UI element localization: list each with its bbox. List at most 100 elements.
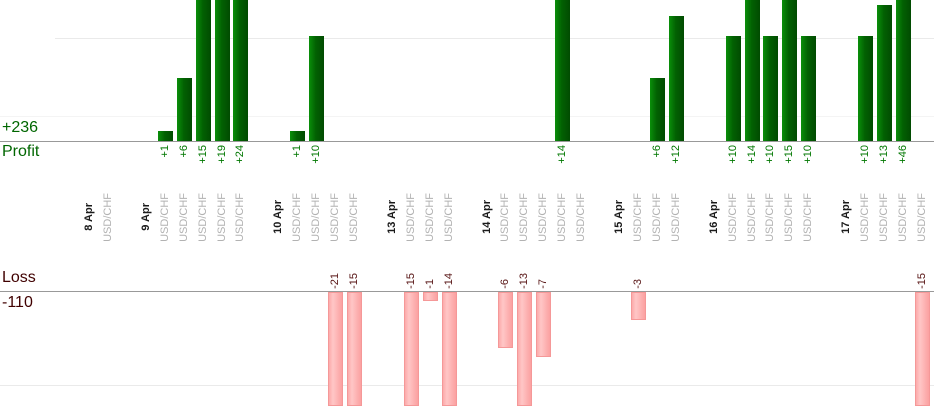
instrument-label: USD/CHF — [404, 192, 417, 242]
instrument-label-cell: USD/CHF — [629, 186, 648, 248]
profit-value-label: +46 — [896, 145, 909, 164]
profit-bar — [290, 131, 305, 141]
loss-bar — [423, 292, 438, 301]
instrument-label: USD/CHF — [915, 192, 928, 242]
instrument-label: USD/CHF — [101, 192, 114, 242]
instrument-label: USD/CHF — [158, 192, 171, 242]
profit-value-label-cell: +1 — [156, 145, 175, 193]
loss-value-label: -13 — [518, 273, 531, 289]
profit-value-label: +12 — [669, 145, 682, 164]
loss-value-label-cell: -1 — [421, 242, 440, 289]
instrument-label-cell: USD/CHF — [440, 186, 459, 248]
profit-value-label: +14 — [556, 145, 569, 164]
profit-value-label-cell: +13 — [875, 145, 894, 193]
profit-value-label: +1 — [158, 145, 171, 158]
instrument-label: USD/CHF — [764, 192, 777, 242]
instrument-label: USD/CHF — [291, 192, 304, 242]
instrument-label: USD/CHF — [802, 192, 815, 242]
profit-value-label: +10 — [859, 145, 872, 164]
loss-value-label-cell: -6 — [496, 242, 515, 289]
instrument-label-cell: USD/CHF — [99, 186, 118, 248]
instrument-label: USD/CHF — [575, 192, 588, 242]
loss-value-label-cell: -15 — [345, 242, 364, 289]
instrument-label: USD/CHF — [442, 192, 455, 242]
instrument-label: USD/CHF — [177, 192, 190, 242]
profit-value-label: +1 — [291, 145, 304, 158]
loss-bar — [536, 292, 551, 357]
instrument-label-cell: USD/CHF — [667, 186, 686, 248]
profit-value-label-cell: +19 — [213, 145, 232, 193]
loss-bar — [347, 292, 362, 406]
instrument-label: USD/CHF — [234, 192, 247, 242]
date-label: 17 Apr — [840, 200, 853, 234]
profit-value-label-cell: +10 — [856, 145, 875, 193]
instrument-label: USD/CHF — [196, 192, 209, 242]
date-label-cell: 13 Apr — [383, 186, 402, 248]
date-label: 16 Apr — [707, 200, 720, 234]
loss-bar — [517, 292, 532, 406]
instrument-label-cell: USD/CHF — [743, 186, 762, 248]
date-label-cell: 16 Apr — [705, 186, 724, 248]
instrument-label: USD/CHF — [896, 192, 909, 242]
instrument-label-cell: USD/CHF — [213, 186, 232, 248]
profit-value-label-cell: +14 — [553, 145, 572, 193]
loss-bar — [498, 292, 513, 348]
date-label: 9 Apr — [139, 203, 152, 231]
profit-value-label-cell: +6 — [648, 145, 667, 193]
profit-bar — [196, 0, 211, 141]
profit-bar — [177, 78, 192, 141]
instrument-label-cell: USD/CHF — [326, 186, 345, 248]
profit-axis-line — [0, 141, 934, 142]
profit-gridline-upper — [55, 38, 934, 39]
instrument-label: USD/CHF — [499, 192, 512, 242]
instrument-label-cell: USD/CHF — [515, 186, 534, 248]
loss-value-label: -1 — [423, 279, 436, 289]
loss-value-label-cell: -13 — [515, 242, 534, 289]
instrument-label: USD/CHF — [650, 192, 663, 242]
profit-bar — [782, 0, 797, 141]
instrument-label: USD/CHF — [556, 192, 569, 242]
date-label: 10 Apr — [272, 200, 285, 234]
loss-axis-title: Loss — [2, 269, 36, 286]
instrument-label-cell: USD/CHF — [194, 186, 213, 248]
loss-value-label: -15 — [348, 273, 361, 289]
loss-value-label-cell: -7 — [534, 242, 553, 289]
profit-value-label: +10 — [802, 145, 815, 164]
instrument-label-cell: USD/CHF — [231, 186, 250, 248]
profit-value-label-cell: +46 — [894, 145, 913, 193]
profit-value-label-cell: +6 — [175, 145, 194, 193]
date-label-cell: 14 Apr — [478, 186, 497, 248]
loss-bar — [328, 292, 343, 406]
profit-bar — [233, 0, 248, 141]
profit-value-label-cell: +1 — [288, 145, 307, 193]
profit-value-label: +19 — [215, 145, 228, 164]
loss-value-label: -15 — [404, 273, 417, 289]
profit-bar — [877, 5, 892, 141]
loss-value-label: -15 — [915, 273, 928, 289]
instrument-label-cell: USD/CHF — [288, 186, 307, 248]
instrument-label: USD/CHF — [518, 192, 531, 242]
profit-value-label: +6 — [650, 145, 663, 158]
profit-bar — [158, 131, 173, 141]
date-label: 14 Apr — [480, 200, 493, 234]
date-label-cell: 17 Apr — [837, 186, 856, 248]
date-label: 8 Apr — [83, 203, 95, 231]
loss-bar — [442, 292, 457, 406]
profit-value-label: +10 — [310, 145, 323, 164]
loss-value-label-cell: -21 — [326, 242, 345, 289]
instrument-label-cell: USD/CHF — [913, 186, 932, 248]
instrument-label-cell: USD/CHF — [421, 186, 440, 248]
loss-value-label-cell: -14 — [440, 242, 459, 289]
profit-bar — [650, 78, 665, 141]
instrument-label: USD/CHF — [783, 192, 796, 242]
loss-gridline — [0, 385, 934, 386]
loss-value-label-cell: -15 — [913, 242, 932, 289]
instrument-label-cell: USD/CHF — [572, 186, 591, 248]
profit-value-label: +10 — [764, 145, 777, 164]
profit-value-label: +10 — [726, 145, 739, 164]
instrument-label-cell: USD/CHF — [875, 186, 894, 248]
profit-bar — [309, 36, 324, 141]
profit-gridline-lower — [0, 116, 934, 117]
date-label-cell: 15 Apr — [610, 186, 629, 248]
